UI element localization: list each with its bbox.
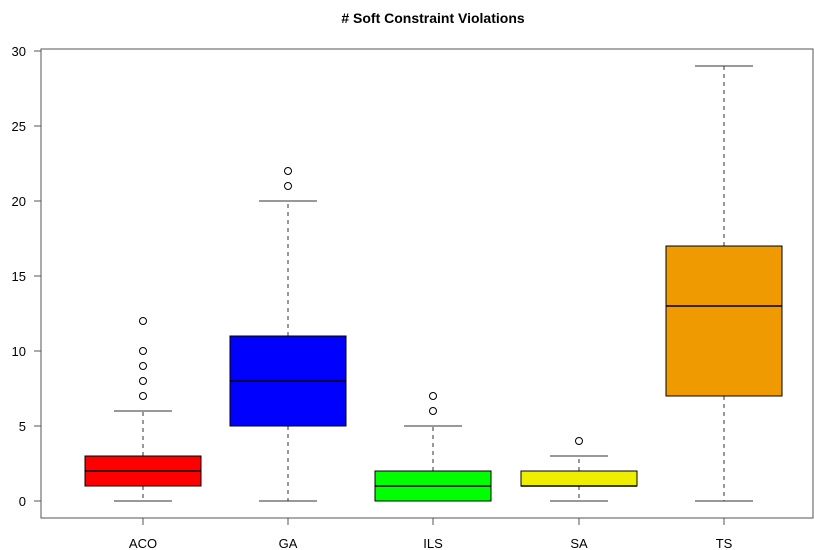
box-ils — [374, 392, 492, 502]
outlier-point — [139, 317, 147, 325]
box-group — [84, 65, 783, 502]
x-tick-label: SA — [570, 536, 588, 550]
y-tick-label: 25 — [12, 119, 26, 134]
outlier-point — [139, 347, 147, 355]
box-ts — [665, 65, 783, 502]
outlier-point — [139, 362, 147, 370]
outlier-point — [139, 392, 147, 400]
chart-title: # Soft Constraint Violations — [341, 10, 525, 26]
x-tick-label: ILS — [423, 536, 443, 550]
y-tick-label: 20 — [12, 194, 26, 209]
y-tick-label: 15 — [12, 269, 26, 284]
outlier-point — [284, 182, 292, 190]
outlier-point — [139, 377, 147, 385]
outlier-point — [575, 437, 583, 445]
y-tick-label: 10 — [12, 344, 26, 359]
x-tick-label: GA — [279, 536, 298, 550]
y-axis: 0 5 10 15 20 25 30 — [12, 44, 42, 509]
box-aco — [84, 317, 202, 502]
box-ga — [229, 167, 347, 502]
x-tick-label: ACO — [129, 536, 157, 550]
outlier-point — [429, 407, 437, 415]
iqr-box — [665, 245, 783, 397]
iqr-box — [520, 470, 638, 487]
x-axis: ACO GA ILS SA TS — [129, 518, 733, 550]
y-tick-label: 30 — [12, 44, 26, 59]
y-tick-label: 5 — [19, 419, 26, 434]
y-tick-label: 0 — [19, 494, 26, 509]
box-sa — [520, 437, 638, 502]
x-tick-label: TS — [716, 536, 733, 550]
outlier-point — [429, 392, 437, 400]
outlier-point — [284, 167, 292, 175]
